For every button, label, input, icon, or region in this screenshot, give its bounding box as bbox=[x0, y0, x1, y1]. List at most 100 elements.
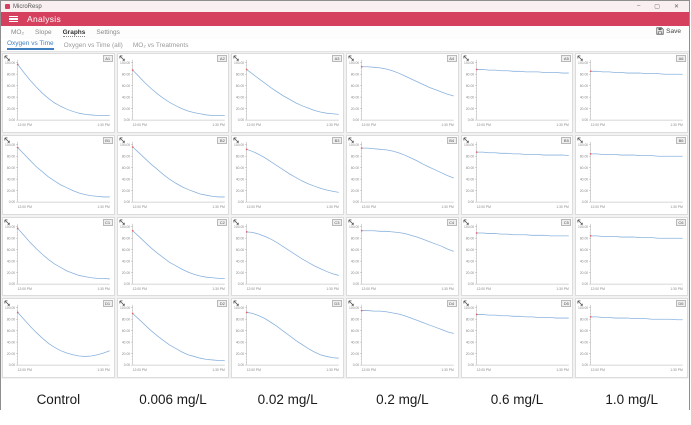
app-icon bbox=[5, 4, 10, 9]
svg-text:40.00: 40.00 bbox=[580, 341, 588, 345]
expand-icon[interactable] bbox=[348, 137, 355, 144]
expand-icon[interactable] bbox=[577, 55, 584, 62]
chart-tile-B6[interactable]: 100.00 80.00 60.00 40.00 20.00 0.00 12:00 PM 1:… bbox=[575, 134, 688, 215]
expand-icon[interactable] bbox=[119, 137, 126, 144]
svg-text:20.00: 20.00 bbox=[122, 270, 130, 274]
svg-text:100.00: 100.00 bbox=[234, 224, 244, 228]
tab-mo2-vs-treatments[interactable]: MO₂ vs Treatments bbox=[132, 41, 189, 49]
chart-tile-A4[interactable]: 100.00 80.00 60.00 40.00 20.00 0.00 12:00 PM 1:… bbox=[345, 53, 459, 133]
svg-text:0.00: 0.00 bbox=[353, 364, 360, 368]
chart-tile-C1[interactable]: 100.00 80.00 60.00 40.00 20.00 0.00 12:00 PM 1:… bbox=[2, 216, 115, 297]
expand-icon[interactable] bbox=[119, 300, 126, 307]
svg-text:40.00: 40.00 bbox=[351, 341, 359, 345]
svg-text:60.00: 60.00 bbox=[122, 84, 130, 88]
svg-text:80.00: 80.00 bbox=[351, 236, 359, 240]
save-button[interactable]: Save bbox=[656, 27, 681, 35]
close-button[interactable]: ✕ bbox=[673, 4, 679, 10]
expand-icon[interactable] bbox=[348, 300, 355, 307]
chart-tile-A6[interactable]: 100.00 80.00 60.00 40.00 20.00 0.00 12:00 PM 1:… bbox=[575, 53, 688, 133]
chart-tile-C4[interactable]: 100.00 80.00 60.00 40.00 20.00 0.00 12:00 PM 1:… bbox=[345, 216, 459, 297]
chart-tile-A2[interactable]: 100.00 80.00 60.00 40.00 20.00 0.00 12:00 PM 1:… bbox=[116, 53, 230, 133]
tab-graphs[interactable]: Graphs bbox=[62, 28, 86, 37]
oxygen-series bbox=[132, 313, 225, 362]
expand-icon[interactable] bbox=[463, 218, 470, 226]
expand-icon[interactable] bbox=[233, 218, 240, 226]
svg-text:12:00 PM: 12:00 PM bbox=[476, 368, 490, 372]
svg-text:40.00: 40.00 bbox=[580, 177, 588, 181]
menu-icon[interactable] bbox=[9, 15, 18, 23]
svg-text:60.00: 60.00 bbox=[7, 166, 15, 170]
expand-icon[interactable] bbox=[233, 55, 240, 62]
svg-text:80.00: 80.00 bbox=[122, 72, 130, 76]
chart-tile-B3[interactable]: 100.00 80.00 60.00 40.00 20.00 0.00 12:00 PM 1:… bbox=[231, 134, 344, 215]
tab-settings[interactable]: Settings bbox=[96, 29, 120, 36]
chart-tile-B4[interactable]: 100.00 80.00 60.00 40.00 20.00 0.00 12:00 PM 1:… bbox=[345, 134, 459, 215]
tab-oxygen-vs-time-all[interactable]: Oxygen vs Time (all) bbox=[63, 41, 123, 49]
well-badge: C2 bbox=[217, 218, 228, 226]
svg-text:60.00: 60.00 bbox=[236, 247, 244, 251]
expand-icon[interactable] bbox=[463, 300, 470, 307]
svg-text:1:30 PM: 1:30 PM bbox=[327, 286, 340, 290]
svg-text:1:30 PM: 1:30 PM bbox=[97, 286, 110, 290]
chart-tile-D1[interactable]: 100.00 80.00 60.00 40.00 20.00 0.00 12:00 PM 1:… bbox=[2, 298, 115, 378]
chart-tile-C2[interactable]: 100.00 80.00 60.00 40.00 20.00 0.00 12:00 PM 1:… bbox=[116, 216, 230, 297]
svg-text:60.00: 60.00 bbox=[236, 84, 244, 88]
svg-text:12:00 PM: 12:00 PM bbox=[591, 205, 605, 209]
svg-text:40.00: 40.00 bbox=[351, 95, 359, 99]
expand-icon[interactable] bbox=[233, 137, 240, 144]
svg-text:1:30 PM: 1:30 PM bbox=[671, 286, 684, 290]
chart-tile-D4[interactable]: 100.00 80.00 60.00 40.00 20.00 0.00 12:00 PM 1:… bbox=[345, 298, 459, 378]
expand-icon[interactable] bbox=[577, 137, 584, 144]
chart-tile-B2[interactable]: 100.00 80.00 60.00 40.00 20.00 0.00 12:00 PM 1:… bbox=[116, 134, 230, 215]
expand-icon[interactable] bbox=[463, 55, 470, 62]
expand-icon[interactable] bbox=[4, 55, 11, 62]
chart-tile-C6[interactable]: 100.00 80.00 60.00 40.00 20.00 0.00 12:00 PM 1:… bbox=[575, 216, 688, 297]
chart-tile-B1[interactable]: 100.00 80.00 60.00 40.00 20.00 0.00 12:00 PM 1:… bbox=[2, 134, 115, 215]
svg-text:1:30 PM: 1:30 PM bbox=[671, 368, 684, 372]
expand-icon[interactable] bbox=[348, 55, 355, 62]
svg-text:0.00: 0.00 bbox=[353, 200, 360, 204]
chart-tile-D5[interactable]: 100.00 80.00 60.00 40.00 20.00 0.00 12:00 PM 1:… bbox=[460, 298, 574, 378]
chart-tile-D2[interactable]: 100.00 80.00 60.00 40.00 20.00 0.00 12:00 PM 1:… bbox=[116, 298, 230, 378]
minimize-button[interactable]: – bbox=[636, 3, 641, 9]
chart-tile-D3[interactable]: 100.00 80.00 60.00 40.00 20.00 0.00 12:00 PM 1:… bbox=[231, 298, 344, 378]
svg-text:1:30 PM: 1:30 PM bbox=[441, 205, 454, 209]
tab-slope[interactable]: Slope bbox=[35, 29, 52, 36]
svg-text:0.00: 0.00 bbox=[123, 118, 130, 122]
tab-mo2[interactable]: MO₂ bbox=[11, 29, 24, 36]
svg-text:60.00: 60.00 bbox=[351, 247, 359, 251]
svg-text:20.00: 20.00 bbox=[122, 352, 130, 356]
svg-text:100.00: 100.00 bbox=[578, 61, 588, 65]
expand-icon[interactable] bbox=[577, 300, 584, 307]
expand-icon[interactable] bbox=[348, 218, 355, 226]
expand-icon[interactable] bbox=[4, 137, 11, 144]
svg-text:20.00: 20.00 bbox=[122, 107, 130, 111]
expand-icon[interactable] bbox=[4, 300, 11, 307]
expand-icon[interactable] bbox=[233, 300, 240, 307]
expand-icon[interactable] bbox=[577, 218, 584, 226]
chart-tile-C5[interactable]: 100.00 80.00 60.00 40.00 20.00 0.00 12:00 PM 1:… bbox=[460, 216, 574, 297]
chart-tile-A1[interactable]: 100.00 80.00 60.00 40.00 20.00 0.00 12:00 PM 1:… bbox=[2, 53, 115, 133]
expand-icon[interactable] bbox=[4, 218, 11, 226]
chart-tile-B5[interactable]: 100.00 80.00 60.00 40.00 20.00 0.00 12:00 PM 1:… bbox=[460, 134, 574, 215]
chart-tile-A5[interactable]: 100.00 80.00 60.00 40.00 20.00 0.00 12:00 PM 1:… bbox=[460, 53, 574, 133]
oxygen-series bbox=[476, 232, 569, 236]
expand-icon[interactable] bbox=[463, 137, 470, 144]
series-start-marker bbox=[475, 313, 478, 316]
chart-tile-C3[interactable]: 100.00 80.00 60.00 40.00 20.00 0.00 12:00 PM 1:… bbox=[231, 216, 344, 297]
svg-text:1:30 PM: 1:30 PM bbox=[327, 368, 340, 372]
chart-tile-D6[interactable]: 100.00 80.00 60.00 40.00 20.00 0.00 12:00 PM 1:… bbox=[575, 298, 688, 378]
tab-oxygen-vs-time[interactable]: Oxygen vs Time bbox=[7, 40, 54, 50]
treatment-label: 0.2 mg/L bbox=[376, 392, 429, 407]
maximize-button[interactable]: ▢ bbox=[654, 4, 660, 10]
page-title: Analysis bbox=[27, 14, 62, 24]
expand-icon[interactable] bbox=[119, 55, 126, 62]
chart-tile-A3[interactable]: 100.00 80.00 60.00 40.00 20.00 0.00 12:00 PM 1:… bbox=[231, 53, 344, 133]
expand-icon[interactable] bbox=[119, 218, 126, 226]
well-badge: A6 bbox=[676, 55, 686, 62]
svg-text:80.00: 80.00 bbox=[466, 236, 474, 240]
series-start-marker bbox=[590, 70, 592, 73]
svg-text:60.00: 60.00 bbox=[351, 84, 359, 88]
